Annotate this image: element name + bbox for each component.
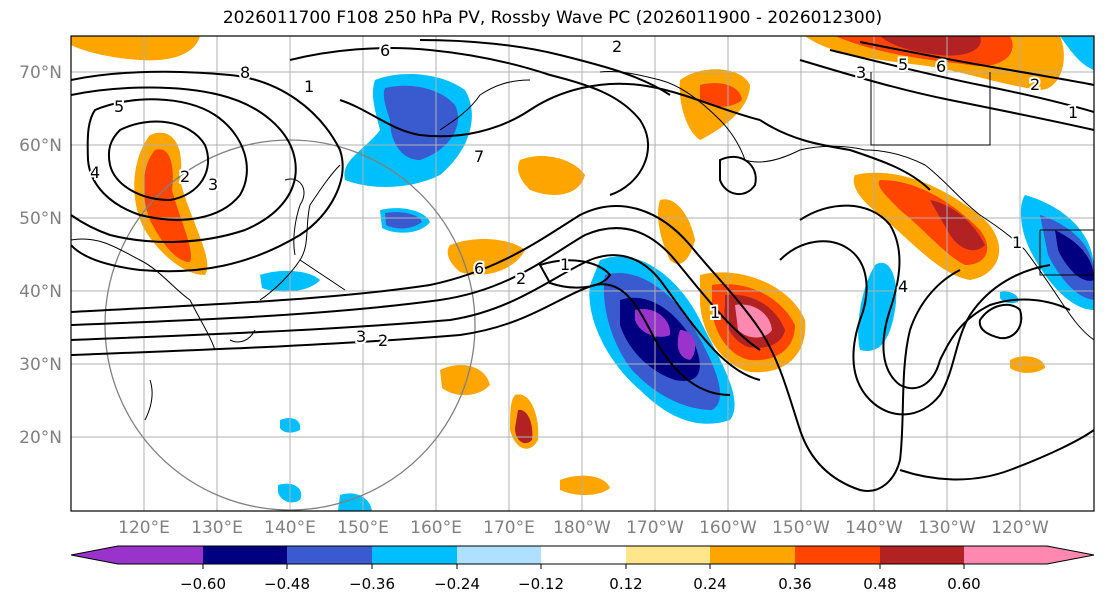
colorbar-tick-label: −0.24 [434,575,480,593]
colorbar-tick-label: 0.60 [947,575,980,593]
colorbar-tick-label: −0.48 [264,575,310,593]
contour-label: 6 [936,57,946,76]
lon-label: 140°E [264,518,316,538]
contour-label: 2 [1030,75,1040,94]
radius-circle [104,139,476,511]
lon-label: 120°W [991,518,1049,538]
colorbar-segment [71,546,118,564]
colorbar-tick-label: 0.36 [778,575,811,593]
contour-label: 6 [474,259,484,278]
pv-anomaly-shading [71,36,1094,511]
contour-label: 3 [856,63,866,82]
contour-label: 6 [380,41,390,60]
contour-label: 8 [240,63,250,82]
lat-label: 40°N [19,282,62,302]
coastlines [71,71,1094,421]
latitude-labels: 70°N 60°N 50°N 40°N 30°N 20°N [19,63,62,448]
colorbar-segment [626,546,710,564]
lon-label: 130°W [918,518,976,538]
lat-label: 50°N [19,209,62,229]
colorbar-segment [118,546,203,564]
colorbar-segment [541,546,626,564]
colorbar-segment [710,546,795,564]
colorbar: −0.60 −0.48 −0.36 −0.24 −0.12 0.12 0.24 … [70,545,1095,593]
contour-label: 5 [898,55,908,74]
contour-label: 3 [208,175,218,194]
lon-label: 150°E [337,518,389,538]
colorbar-segment [287,546,372,564]
contour-label: 5 [114,97,124,116]
colorbar-segment [372,546,457,564]
lon-label: 130°E [191,518,243,538]
lat-label: 70°N [19,63,62,83]
contour-label: 1 [1068,103,1078,122]
colorbar-tick-label: 0.24 [693,575,726,593]
contour-label: 4 [898,277,908,296]
lon-label: 160°W [699,518,757,538]
colorbar-tick-label: −0.36 [349,575,395,593]
map-border [70,35,1095,512]
colorbar-segment [880,546,964,564]
colorbar-tick-label: 0.48 [863,575,896,593]
contour-label: 2 [378,331,388,350]
colorbar-tick-label: 0.12 [609,575,642,593]
lon-label: 170°E [483,518,535,538]
contour-label: 4 [90,163,100,182]
colorbar-segment [203,546,287,564]
contour-label: 7 [474,147,484,166]
colorbar-segment [795,546,880,564]
lon-label: 150°W [772,518,830,538]
contour-label: 1 [304,77,314,96]
contour-label: 1 [560,255,570,274]
colorbar-tick-label: −0.60 [180,575,226,593]
lon-label: 170°W [626,518,684,538]
map-panel: 8 6 5 4 3 2 1 2 7 6 5 3 2 1 3 2 1 6 2 1 … [71,36,1094,511]
colorbar-segment [964,546,1047,564]
contour-label: 1 [710,303,720,322]
contour-label: 2 [180,167,190,186]
lon-label: 120°E [118,518,170,538]
contour-label: 2 [612,37,622,56]
colorbar-tick-label: −0.12 [518,575,564,593]
lon-label: 140°W [845,518,903,538]
lat-label: 20°N [19,428,62,448]
lon-label: 160°E [410,518,462,538]
map-title: 2026011700 F108 250 hPa PV, Rossby Wave … [222,8,883,28]
lat-label: 60°N [19,136,62,156]
pv-contours [71,39,1094,492]
lon-label: 180°W [553,518,611,538]
colorbar-segment [457,546,541,564]
colorbar-outline [70,545,1095,565]
longitude-labels: 120°E 130°E 140°E 150°E 160°E 170°E 180°… [118,518,1049,538]
contour-label: 2 [516,269,526,288]
contour-label: 1 [1012,233,1022,252]
contour-label-group: 8 6 5 4 3 2 1 2 7 6 5 3 2 1 3 2 1 6 2 1 … [88,36,1080,352]
colorbar-segment [1047,546,1094,564]
lat-label: 30°N [19,355,62,375]
contour-label: 3 [356,327,366,346]
